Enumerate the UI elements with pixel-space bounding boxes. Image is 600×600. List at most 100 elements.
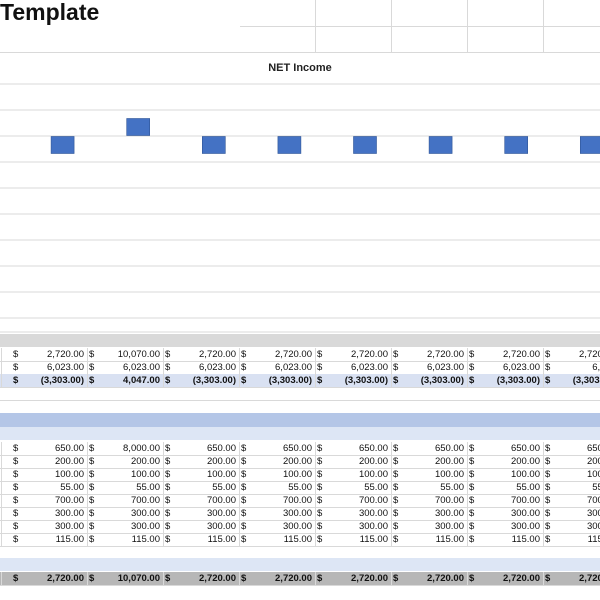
net-income-row bbox=[0, 374, 600, 387]
currency-symbol: $ bbox=[317, 534, 323, 545]
month-header bbox=[239, 335, 315, 348]
grid-line bbox=[1, 520, 2, 533]
currency-symbol: $ bbox=[317, 482, 323, 493]
table-cell: 700.00 bbox=[130, 495, 160, 506]
grid-line bbox=[391, 455, 392, 468]
table-cell: 4,047.00 bbox=[123, 375, 160, 386]
grid-line bbox=[239, 494, 240, 507]
table-cell: 300.00 bbox=[586, 508, 600, 519]
currency-symbol: $ bbox=[165, 495, 171, 506]
currency-symbol: $ bbox=[89, 443, 95, 454]
table-cell: 115.00 bbox=[511, 534, 540, 545]
income-total-row bbox=[0, 572, 600, 585]
grid-line bbox=[163, 507, 164, 520]
currency-symbol: $ bbox=[165, 534, 171, 545]
currency-symbol: $ bbox=[13, 443, 19, 454]
grid-line bbox=[467, 374, 468, 387]
month-header bbox=[163, 335, 239, 348]
currency-symbol: $ bbox=[13, 375, 19, 386]
net-income-chart[interactable] bbox=[0, 52, 600, 334]
currency-symbol: $ bbox=[469, 362, 475, 373]
currency-symbol: $ bbox=[469, 521, 475, 532]
grid-line bbox=[543, 572, 544, 585]
table-cell: 55.00 bbox=[60, 482, 84, 493]
currency-symbol: $ bbox=[165, 469, 171, 480]
table-cell: 300.00 bbox=[434, 521, 464, 532]
table-cell: 115.00 bbox=[587, 534, 600, 545]
currency-symbol: $ bbox=[241, 482, 247, 493]
grid-line bbox=[239, 468, 240, 481]
grid-line bbox=[163, 533, 164, 546]
currency-symbol: $ bbox=[469, 508, 475, 519]
currency-symbol: $ bbox=[317, 362, 323, 373]
currency-symbol: $ bbox=[241, 362, 247, 373]
chart-marker-april[interactable] bbox=[126, 118, 150, 136]
grid-line bbox=[315, 507, 316, 520]
table-cell: 2,720.00 bbox=[427, 573, 464, 584]
table-cell: 650.00 bbox=[54, 443, 84, 454]
table-cell: 115.00 bbox=[55, 534, 84, 545]
chart-marker-september[interactable] bbox=[504, 136, 529, 154]
grid-line bbox=[315, 361, 316, 374]
grid-line bbox=[315, 481, 316, 494]
table-cell: 700.00 bbox=[510, 495, 540, 506]
chart-marker-august[interactable] bbox=[428, 136, 453, 154]
currency-symbol: $ bbox=[165, 349, 171, 360]
grid-line bbox=[543, 468, 544, 481]
grid-line bbox=[467, 494, 468, 507]
currency-symbol: $ bbox=[545, 456, 551, 467]
chart-marker-july[interactable] bbox=[353, 136, 377, 154]
table-cell: 200.00 bbox=[206, 456, 236, 467]
currency-symbol: $ bbox=[545, 349, 551, 360]
grid-line bbox=[0, 546, 600, 547]
grid-line bbox=[87, 348, 88, 361]
table-cell: 2,720.00 bbox=[351, 573, 388, 584]
grid-line bbox=[0, 494, 600, 495]
grid-line bbox=[543, 361, 544, 374]
month-header bbox=[87, 335, 163, 348]
grid-line bbox=[0, 585, 600, 586]
table-cell: (3,303.00) bbox=[40, 375, 84, 386]
currency-symbol: $ bbox=[469, 456, 475, 467]
table-cell: 10,070.00 bbox=[117, 349, 160, 360]
grid-line bbox=[391, 520, 392, 533]
currency-symbol: $ bbox=[165, 456, 171, 467]
table-cell: (3,303.00) bbox=[344, 375, 388, 386]
month-header-row bbox=[0, 334, 600, 347]
currency-symbol: $ bbox=[317, 456, 323, 467]
grid-line bbox=[543, 348, 544, 361]
grid-line bbox=[163, 442, 164, 455]
grid-line bbox=[391, 494, 392, 507]
currency-symbol: $ bbox=[89, 573, 95, 584]
grid-line bbox=[391, 348, 392, 361]
currency-symbol: $ bbox=[317, 375, 323, 386]
grid-line bbox=[315, 520, 316, 533]
currency-symbol: $ bbox=[241, 469, 247, 480]
grid-line bbox=[391, 572, 392, 585]
grid-line bbox=[0, 400, 600, 401]
chart-marker-may[interactable] bbox=[202, 136, 226, 154]
grid-line bbox=[1, 361, 2, 374]
grid-line bbox=[239, 572, 240, 585]
table-cell: 300.00 bbox=[130, 521, 160, 532]
grid-line bbox=[163, 481, 164, 494]
chart-marker-march[interactable] bbox=[50, 136, 75, 154]
table-cell: 10,070.00 bbox=[117, 573, 160, 584]
table-cell: 300.00 bbox=[130, 508, 160, 519]
table-cell: 200.00 bbox=[358, 456, 388, 467]
chart-marker-october[interactable] bbox=[579, 136, 600, 154]
grid-line bbox=[87, 361, 88, 374]
table-cell: 2,720.00 bbox=[351, 349, 388, 360]
grid-line bbox=[467, 533, 468, 546]
grid-line bbox=[543, 520, 544, 533]
currency-symbol: $ bbox=[13, 482, 19, 493]
chart-marker-june[interactable] bbox=[277, 136, 302, 154]
currency-symbol: $ bbox=[317, 521, 323, 532]
table-cell: 55.00 bbox=[212, 482, 236, 493]
currency-symbol: $ bbox=[545, 482, 551, 493]
grid-line bbox=[163, 348, 164, 361]
currency-symbol: $ bbox=[89, 534, 95, 545]
grid-line bbox=[87, 533, 88, 546]
currency-symbol: $ bbox=[469, 349, 475, 360]
currency-symbol: $ bbox=[469, 482, 475, 493]
